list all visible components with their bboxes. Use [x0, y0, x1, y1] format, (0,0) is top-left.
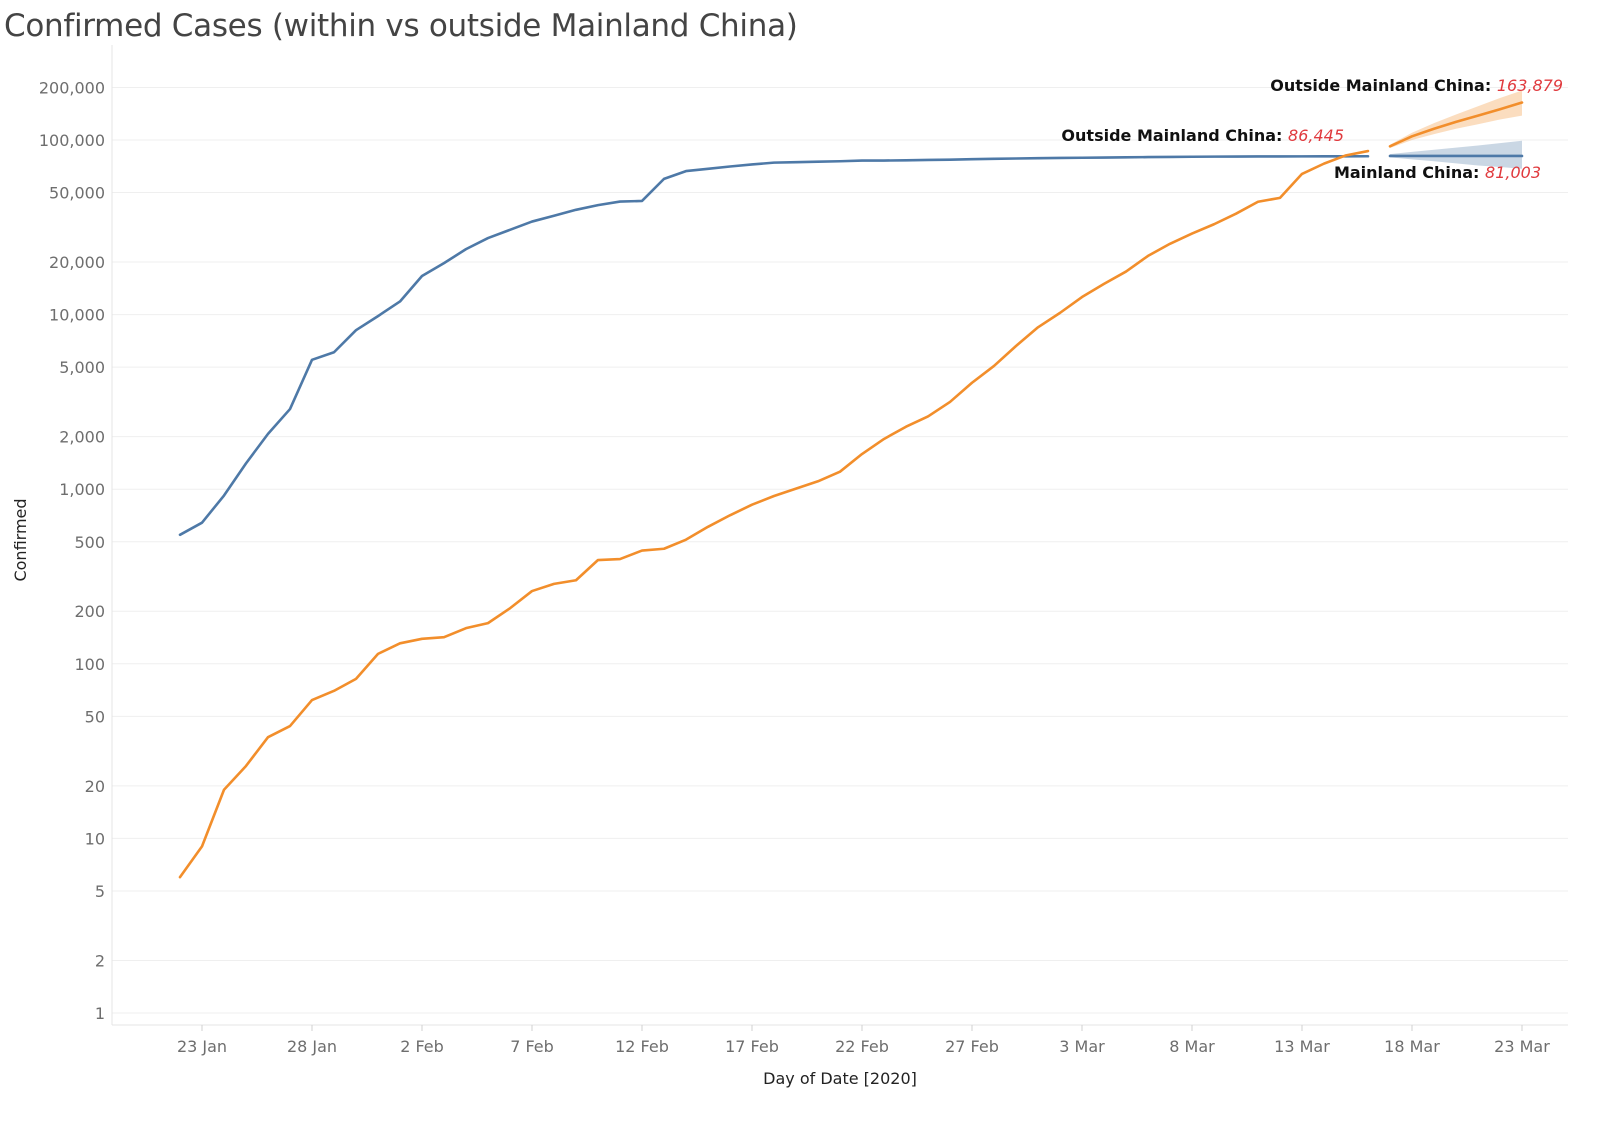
y-tick-label: 50 [85, 707, 105, 726]
x-tick-label: 7 Feb [510, 1037, 554, 1056]
annotation-value: 163,879 [1497, 76, 1563, 95]
y-tick-label: 20 [85, 777, 105, 796]
annotation-value: 81,003 [1485, 163, 1541, 182]
y-tick-label: 1,000 [59, 480, 105, 499]
annotation-label: Mainland China: [1334, 163, 1485, 182]
y-tick-label: 20,000 [49, 253, 105, 272]
y-tick-label: 5 [95, 882, 105, 901]
annotation: Mainland China: 81,003 [1334, 163, 1541, 182]
x-tick-label: 17 Feb [725, 1037, 779, 1056]
x-tick-label: 12 Feb [615, 1037, 669, 1056]
forecast-line [1388, 101, 1524, 148]
y-tick-label: 5,000 [59, 358, 105, 377]
annotation-label: Outside Mainland China: [1061, 126, 1288, 145]
y-tick-label: 100,000 [39, 131, 105, 150]
x-tick-label: 27 Feb [945, 1037, 999, 1056]
y-axis-title: Confirmed [11, 498, 30, 581]
x-tick-label: 8 Mar [1169, 1037, 1215, 1056]
y-tick-label: 500 [74, 533, 105, 552]
y-tick-label: 100 [74, 655, 105, 674]
y-tick-label: 2 [95, 951, 105, 970]
annotation-label: Outside Mainland China: [1270, 76, 1497, 95]
x-tick-label: 23 Mar [1494, 1037, 1550, 1056]
chart-title: Confirmed Cases (within vs outside Mainl… [4, 8, 798, 44]
y-tick-label: 200 [74, 602, 105, 621]
y-tick-label: 10 [85, 829, 105, 848]
series-line [178, 149, 1370, 879]
x-axis-ticks: 23 Jan 28 Jan 2 Feb 7 Feb 12 Feb 17 Feb 22 Feb… [177, 1025, 1550, 1056]
y-axis-ticks: 1 2 5 10 20 50 100 200 500 1,000 2,000 5,000 10,000 2… [39, 78, 105, 1023]
x-tick-label: 23 Jan [177, 1037, 227, 1056]
x-tick-label: 13 Mar [1274, 1037, 1330, 1056]
annotation: Outside Mainland China: 163,879 [1270, 76, 1563, 95]
x-tick-label: 22 Feb [835, 1037, 889, 1056]
forecast-band [1390, 90, 1522, 148]
y-tick-label: 200,000 [39, 78, 105, 97]
y-tick-label: 10,000 [49, 306, 105, 325]
y-tick-label: 2,000 [59, 428, 105, 447]
annotation: Outside Mainland China: 86,445 [1061, 126, 1344, 145]
x-tick-label: 28 Jan [287, 1037, 337, 1056]
x-tick-label: 2 Feb [400, 1037, 444, 1056]
x-tick-label: 18 Mar [1384, 1037, 1440, 1056]
x-axis-title: Day of Date [2020] [763, 1069, 917, 1088]
series-line [178, 154, 1370, 537]
x-tick-label: 3 Mar [1059, 1037, 1105, 1056]
series-lines [178, 101, 1524, 879]
gridlines [112, 86, 1568, 1014]
y-tick-label: 1 [95, 1004, 105, 1023]
annotation-value: 86,445 [1288, 126, 1344, 145]
y-tick-label: 50,000 [49, 184, 105, 203]
